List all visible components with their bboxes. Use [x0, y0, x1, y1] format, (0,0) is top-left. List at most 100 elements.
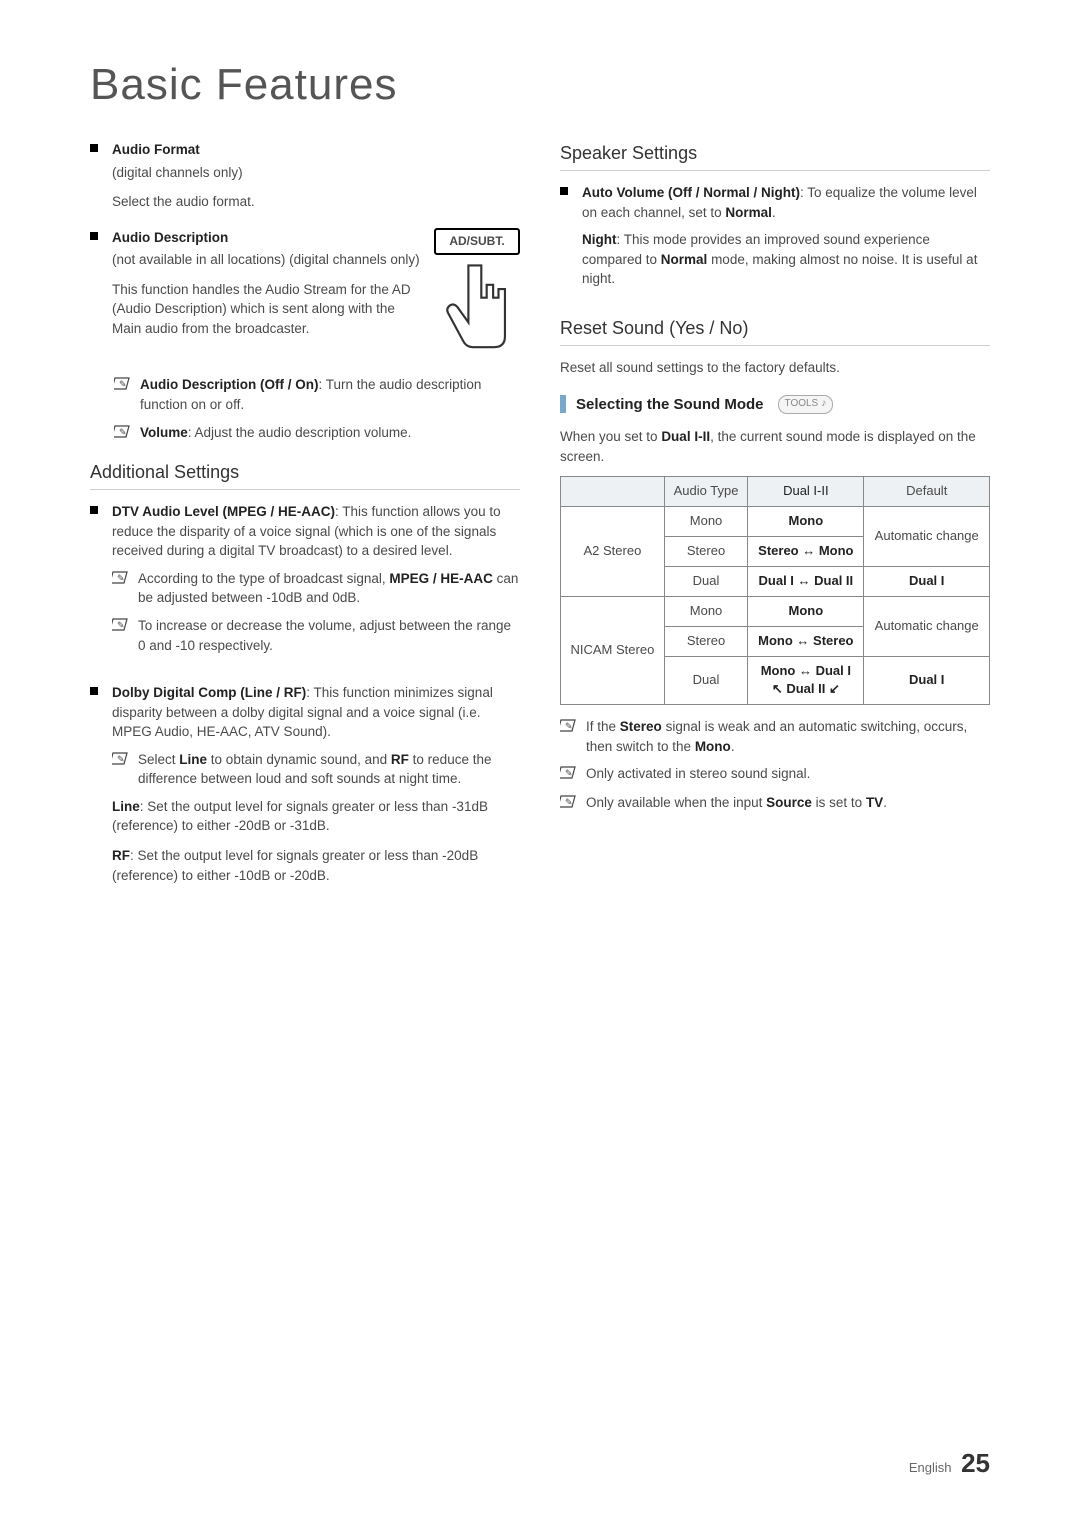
cell: Dual I	[864, 656, 990, 705]
n3d: TV	[866, 795, 883, 810]
cell: Dual	[664, 656, 747, 705]
square-bullet-icon	[90, 232, 98, 240]
auto-volume-body-c: .	[772, 205, 776, 220]
note2-title: Volume	[140, 425, 188, 440]
note-icon: ✎	[112, 570, 130, 608]
n1d: Mono	[695, 739, 731, 754]
audio-description-item: AD/SUBT. Audio Description (not availabl…	[90, 228, 520, 370]
dual-mode-table: Audio Type Dual I-II Default A2 Stereo M…	[560, 476, 990, 705]
dolby-item: Dolby Digital Comp (Line / RF): This fun…	[90, 683, 520, 895]
line-label: Line	[112, 799, 140, 814]
group-nicam: NICAM Stereo	[561, 596, 665, 704]
audio-desc-note2: ✎ Volume: Adjust the audio description v…	[114, 423, 520, 444]
dtv-title: DTV Audio Level (MPEG / HE-AAC)	[112, 504, 335, 519]
audio-desc-note1: ✎ Audio Description (Off / On): Turn the…	[114, 375, 520, 414]
dtv-note1: ✎ According to the type of broadcast sig…	[112, 569, 520, 608]
rf-text: : Set the output level for signals great…	[112, 848, 478, 883]
footer-lang: English	[909, 1460, 952, 1475]
right-note-2: ✎ Only activated in stereo sound signal.	[560, 764, 990, 785]
svg-text:✎: ✎	[117, 620, 125, 630]
selecting-sound-heading: Selecting the Sound Mode TOOLS♪	[560, 394, 990, 416]
th-empty	[561, 477, 665, 507]
cell: Automatic change	[864, 596, 990, 656]
svg-text:✎: ✎	[117, 754, 125, 764]
audio-format-title: Audio Format	[112, 140, 520, 160]
dtv-note1b: MPEG / HE-AAC	[389, 571, 493, 586]
line-text: : Set the output level for signals great…	[112, 799, 488, 834]
night-text-b: Normal	[661, 252, 708, 267]
speaker-settings-heading: Speaker Settings	[560, 140, 990, 171]
cell: Mono ↔ Stereo	[748, 626, 864, 656]
cell: Dual	[664, 566, 747, 596]
group-a2: A2 Stereo	[561, 507, 665, 597]
remote-illustration: AD/SUBT.	[434, 228, 520, 362]
svg-text:✎: ✎	[119, 379, 127, 389]
square-bullet-icon	[90, 687, 98, 695]
n1a: If the	[586, 719, 620, 734]
th-default: Default	[864, 477, 990, 507]
cell: Stereo	[664, 537, 747, 567]
note-icon: ✎	[560, 765, 578, 785]
audio-format-item: Audio Format (digital channels only) Sel…	[90, 140, 520, 222]
dolby-n1b: Line	[179, 752, 207, 767]
page-footer: English 25	[909, 1448, 990, 1479]
auto-volume-body-b: Normal	[725, 205, 772, 220]
svg-text:✎: ✎	[565, 721, 573, 731]
content-columns: Audio Format (digital channels only) Sel…	[90, 140, 990, 901]
audio-format-sub2: Select the audio format.	[112, 192, 520, 212]
right-note-1: ✎ If the Stereo signal is weak and an au…	[560, 717, 990, 756]
n3b: Source	[766, 795, 812, 810]
th-dual: Dual I-II	[748, 477, 864, 507]
remote-button-label: AD/SUBT.	[434, 228, 520, 255]
auto-volume-item: Auto Volume (Off / Normal / Night): To e…	[560, 183, 990, 299]
cell: Dual I ↔ Dual II	[748, 566, 864, 596]
svg-text:✎: ✎	[119, 427, 127, 437]
footer-page-number: 25	[961, 1448, 990, 1478]
dolby-n1d: RF	[391, 752, 409, 767]
square-bullet-icon	[560, 187, 568, 195]
right-note-3: ✎ Only available when the input Source i…	[560, 793, 990, 814]
cell: Dual I	[864, 566, 990, 596]
dtv-item: DTV Audio Level (MPEG / HE-AAC): This fu…	[90, 502, 520, 663]
hand-icon	[434, 259, 520, 356]
n3a: Only available when the input	[586, 795, 766, 810]
cell: Mono ↔ Dual I ↖ Dual II ↙	[748, 656, 864, 705]
audio-format-sub1: (digital channels only)	[112, 163, 520, 183]
cell: Stereo ↔ Mono	[748, 537, 864, 567]
cell: Mono	[748, 507, 864, 537]
selecting-intro-b: Dual I-II	[661, 429, 710, 444]
right-column: Speaker Settings Auto Volume (Off / Norm…	[560, 140, 990, 901]
cell: Mono	[664, 596, 747, 626]
heading-bar-icon	[560, 395, 566, 413]
note2-body: : Adjust the audio description volume.	[188, 425, 412, 440]
note-icon: ✎	[112, 617, 130, 655]
additional-settings-heading: Additional Settings	[90, 459, 520, 490]
th-audio-type: Audio Type	[664, 477, 747, 507]
dtv-note2: ✎ To increase or decrease the volume, ad…	[112, 616, 520, 655]
note-icon: ✎	[560, 794, 578, 814]
selecting-sound-title: Selecting the Sound Mode	[576, 394, 764, 416]
selecting-intro-a: When you set to	[560, 429, 661, 444]
dolby-n1c: to obtain dynamic sound, and	[207, 752, 391, 767]
dolby-n1a: Select	[138, 752, 179, 767]
dolby-note1: ✎ Select Line to obtain dynamic sound, a…	[112, 750, 520, 789]
square-bullet-icon	[90, 506, 98, 514]
cell: Mono	[664, 507, 747, 537]
n2: Only activated in stereo sound signal.	[586, 764, 810, 785]
n3e: .	[883, 795, 887, 810]
svg-text:✎: ✎	[565, 768, 573, 778]
note-icon: ✎	[112, 751, 130, 789]
note-icon: ✎	[114, 424, 132, 444]
dtv-note2-text: To increase or decrease the volume, adju…	[138, 616, 520, 655]
n1e: .	[731, 739, 735, 754]
left-column: Audio Format (digital channels only) Sel…	[90, 140, 520, 901]
reset-sound-heading: Reset Sound (Yes / No)	[560, 315, 990, 346]
note-icon: ✎	[560, 718, 578, 756]
page-title: Basic Features	[90, 60, 990, 110]
cell: Automatic change	[864, 507, 990, 567]
cell: Mono	[748, 596, 864, 626]
n1b: Stereo	[620, 719, 662, 734]
dtv-note1a: According to the type of broadcast signa…	[138, 571, 389, 586]
cell: Stereo	[664, 626, 747, 656]
svg-text:✎: ✎	[565, 797, 573, 807]
